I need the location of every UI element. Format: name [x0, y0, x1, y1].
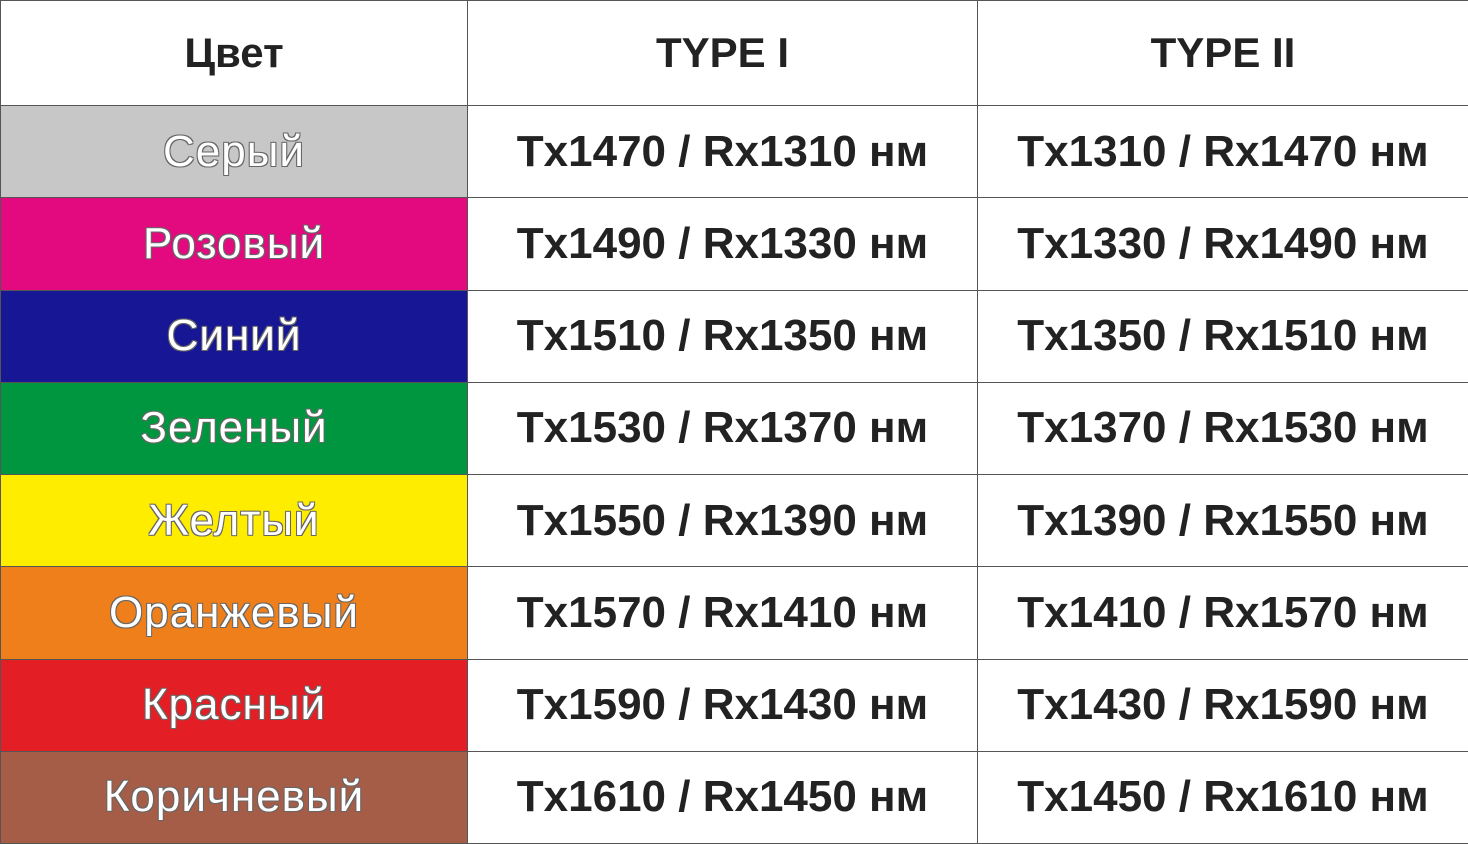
color-cell: Синий — [0, 289, 468, 383]
type-2-cell: Tx1310 / Rx1470 нм — [977, 104, 1468, 199]
type-2-cell: Tx1330 / Rx1490 нм — [977, 197, 1468, 291]
type-1-cell: Tx1490 / Rx1330 нм — [467, 197, 978, 291]
color-cell: Серый — [0, 104, 468, 199]
table-row: Синий Tx1510 / Rx1350 нм Tx1350 / Rx1510 н… — [0, 289, 1468, 383]
table-row: Желтый Tx1550 / Rx1390 нм Tx1390 / Rx1550 … — [0, 473, 1468, 568]
color-cell: Коричневый — [0, 750, 468, 844]
type-1-cell: Tx1470 / Rx1310 нм — [467, 104, 978, 199]
type-2-cell: Tx1370 / Rx1530 нм — [977, 381, 1468, 476]
table-row: Красный Tx1590 / Rx1430 нм Tx1430 / Rx1590… — [0, 658, 1468, 752]
table-row: Розовый Tx1490 / Rx1330 нм Tx1330 / Rx1490… — [0, 197, 1468, 291]
type-2-cell: Tx1410 / Rx1570 нм — [977, 566, 1468, 660]
type-2-cell: Tx1350 / Rx1510 нм — [977, 289, 1468, 383]
header-color: Цвет — [0, 0, 468, 106]
type-1-cell: Tx1510 / Rx1350 нм — [467, 289, 978, 383]
color-cell: Зеленый — [0, 381, 468, 476]
color-cell: Розовый — [0, 197, 468, 291]
type-2-cell: Tx1450 / Rx1610 нм — [977, 750, 1468, 844]
type-1-cell: Tx1570 / Rx1410 нм — [467, 566, 978, 660]
color-cell: Желтый — [0, 473, 468, 568]
type-1-cell: Tx1550 / Rx1390 нм — [467, 473, 978, 568]
table-row: Серый Tx1470 / Rx1310 нм Tx1310 / Rx1470 н… — [0, 104, 1468, 199]
table-row: Зеленый Tx1530 / Rx1370 нм Tx1370 / Rx1530… — [0, 381, 1468, 476]
header-type-2: TYPE II — [977, 0, 1468, 106]
header-row: Цвет TYPE I TYPE II — [0, 0, 1468, 106]
header-type-1: TYPE I — [467, 0, 978, 106]
color-cell: Красный — [0, 658, 468, 752]
table-row: Коричневый Tx1610 / Rx1450 нм Tx1450 / Rx1… — [0, 750, 1468, 844]
type-2-cell: Tx1390 / Rx1550 нм — [977, 473, 1468, 568]
type-2-cell: Tx1430 / Rx1590 нм — [977, 658, 1468, 752]
table-row: Оранжевый Tx1570 / Rx1410 нм Tx1410 / Rx15… — [0, 566, 1468, 660]
type-1-cell: Tx1530 / Rx1370 нм — [467, 381, 978, 476]
color-cell: Оранжевый — [0, 566, 468, 660]
type-1-cell: Tx1610 / Rx1450 нм — [467, 750, 978, 844]
type-1-cell: Tx1590 / Rx1430 нм — [467, 658, 978, 752]
